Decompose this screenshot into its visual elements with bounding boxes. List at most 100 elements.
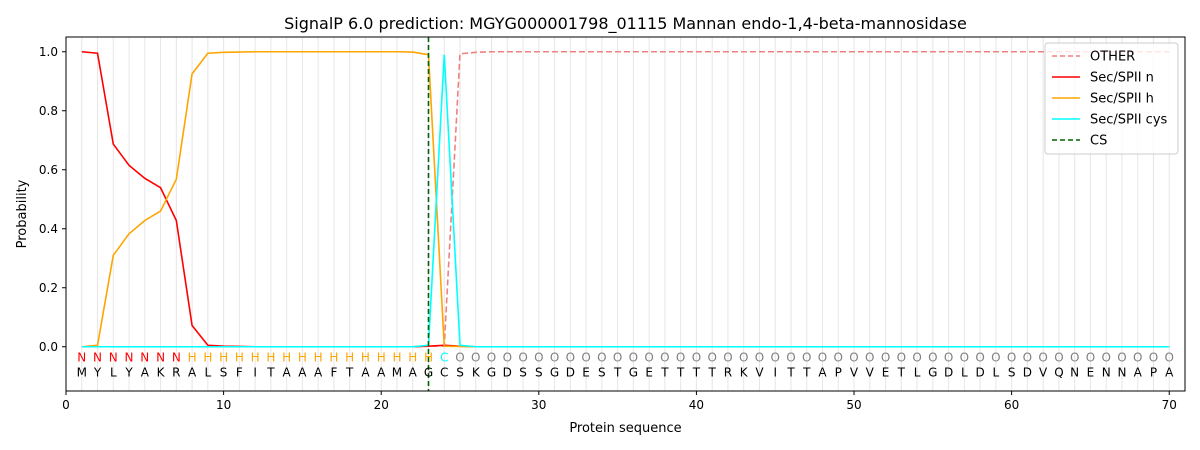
residue-letter: A	[188, 365, 197, 379]
region-label: O	[1070, 351, 1079, 365]
region-label: O	[1023, 351, 1032, 365]
residue-letter: T	[345, 365, 354, 379]
residue-letter: K	[157, 365, 166, 379]
x-tick-label: 50	[846, 398, 861, 412]
region-label: H	[298, 351, 307, 365]
region-label: H	[219, 351, 228, 365]
residue-letter: D	[566, 365, 575, 379]
residue-letter: E	[882, 365, 890, 379]
y-tick-label: 0.6	[39, 163, 58, 177]
region-label: O	[1007, 351, 1016, 365]
region-label: O	[1038, 351, 1047, 365]
residue-letter: P	[835, 365, 842, 379]
region-label: H	[392, 351, 401, 365]
x-tick-label: 10	[216, 398, 231, 412]
region-label: H	[188, 351, 197, 365]
region-label: H	[235, 351, 244, 365]
region-label: O	[770, 351, 779, 365]
region-label: O	[1165, 351, 1174, 365]
region-label: O	[581, 351, 590, 365]
region-label: O	[471, 351, 480, 365]
residue-letter: L	[110, 365, 117, 379]
residue-letter: T	[660, 365, 669, 379]
residue-letter: T	[676, 365, 685, 379]
residue-letter: S	[519, 365, 527, 379]
region-label: N	[156, 351, 165, 365]
residue-letter: T	[802, 365, 811, 379]
region-label: O	[1054, 351, 1063, 365]
residue-letter: Q	[1054, 365, 1063, 379]
residue-letter: S	[598, 365, 606, 379]
residue-letter: M	[77, 365, 87, 379]
region-label: H	[408, 351, 417, 365]
residue-letter: T	[897, 365, 906, 379]
series-line-sec-spii-n	[81, 50, 1170, 348]
region-label: O	[503, 351, 512, 365]
region-label: O	[629, 351, 638, 365]
region-label: O	[676, 351, 685, 365]
region-label: H	[203, 351, 212, 365]
residue-letter: A	[283, 365, 292, 379]
legend-box	[1044, 42, 1179, 155]
region-label: O	[834, 351, 843, 365]
residue-letter: A	[361, 365, 370, 379]
region-label: H	[266, 351, 275, 365]
residue-letter: S	[220, 365, 228, 379]
residue-letter: A	[314, 365, 323, 379]
region-label: H	[361, 351, 370, 365]
y-tick-label: 1.0	[39, 45, 58, 59]
residue-letter: A	[141, 365, 150, 379]
region-label: O	[1133, 351, 1142, 365]
x-axis-ticks: 0 10 20 30 40 50 60 70	[62, 391, 1177, 412]
residue-letter: S	[456, 365, 464, 379]
region-label: O	[881, 351, 890, 365]
residue-letter: M	[392, 365, 402, 379]
x-tick-label: 30	[531, 398, 546, 412]
residue-letter: S	[1008, 365, 1016, 379]
residue-letter: G	[928, 365, 937, 379]
residue-letter: T	[266, 365, 275, 379]
residue-letter: A	[409, 365, 418, 379]
legend-label-sec-spii-n: Sec/SPII n	[1090, 71, 1154, 86]
residue-letter: G	[487, 365, 496, 379]
residue-letter: R	[724, 365, 732, 379]
legend-label-sec-spii-h: Sec/SPII h	[1090, 92, 1154, 107]
x-tick-label: 40	[689, 398, 704, 412]
region-label: O	[707, 351, 716, 365]
region-label: O	[723, 351, 732, 365]
region-label: H	[345, 351, 354, 365]
residue-letter: I	[773, 365, 777, 379]
region-label: O	[613, 351, 622, 365]
region-label: O	[865, 351, 874, 365]
region-label: O	[818, 351, 827, 365]
region-label: O	[692, 351, 701, 365]
region-label: O	[786, 351, 795, 365]
x-tick-label: 60	[1004, 398, 1019, 412]
y-tick-label: 0.0	[39, 340, 58, 354]
region-label: O	[755, 351, 764, 365]
residue-letter: A	[1134, 365, 1143, 379]
region-label: N	[125, 351, 134, 365]
region-label: H	[314, 351, 323, 365]
residue-letter: S	[535, 365, 543, 379]
residue-letter: T	[613, 365, 622, 379]
residue-letter: L	[961, 365, 968, 379]
region-label: H	[424, 351, 433, 365]
y-axis-ticks: 0.0 0.2 0.4 0.6 0.8 1.0	[39, 45, 66, 354]
gridlines	[81, 37, 1170, 391]
region-label: O	[960, 351, 969, 365]
series-lines	[81, 37, 1170, 391]
region-label: H	[282, 351, 291, 365]
region-label: O	[944, 351, 953, 365]
region-label: O	[912, 351, 921, 365]
region-label: O	[1117, 351, 1126, 365]
residue-letter: D	[1023, 365, 1032, 379]
legend-label-cs: CS	[1090, 134, 1107, 149]
residue-letter: A	[1165, 365, 1174, 379]
region-label: O	[534, 351, 543, 365]
legend: OTHER Sec/SPII n Sec/SPII h Sec/SPII cys CS	[1044, 42, 1179, 155]
residue-letter: E	[582, 365, 590, 379]
region-label: O	[975, 351, 984, 365]
residue-letter: F	[330, 365, 337, 379]
